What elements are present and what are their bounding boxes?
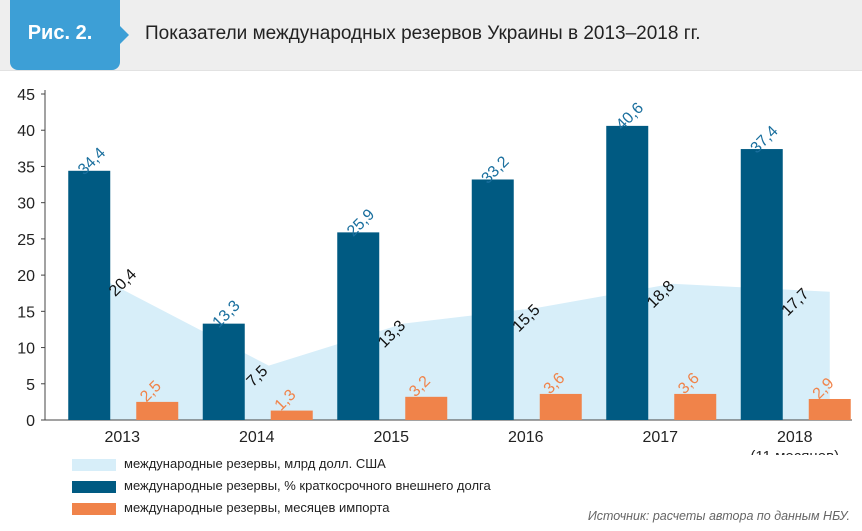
bar-reserves-import — [539, 393, 582, 420]
bar-reserves-debt — [606, 125, 649, 421]
bar-reserves-debt — [337, 232, 380, 420]
bar-reserves-debt — [740, 149, 783, 420]
y-tick-label: 0 — [26, 413, 35, 430]
y-tick-label: 25 — [17, 232, 35, 249]
source-note: Источник: расчеты автора по данным НБУ. — [587, 509, 850, 523]
area-series-reserves-usd — [89, 272, 830, 420]
x-tick-label: 2013 — [104, 429, 140, 446]
bar-reserves-debt — [471, 179, 514, 420]
y-tick-label: 35 — [17, 159, 35, 176]
legend-swatch-dark-bar — [72, 481, 116, 493]
legend-swatch-area — [72, 459, 116, 471]
figure-label: Рис. 2. — [27, 22, 93, 44]
y-tick-label: 45 — [17, 87, 35, 104]
y-tick-label: 30 — [17, 196, 35, 213]
y-tick-label: 10 — [17, 341, 35, 358]
reserves-chart: 05101520253035404534,42,520,4201313,31,3… — [17, 87, 852, 455]
legend-label: международные резервы, месяцев импорта — [124, 500, 390, 515]
y-tick-label: 40 — [17, 123, 35, 140]
bar-reserves-import — [808, 398, 851, 420]
x-tick-sublabel: (11 месяцев) — [750, 448, 839, 455]
bar-reserves-debt — [202, 323, 245, 420]
bar-reserves-import — [674, 393, 717, 420]
figure-label-badge: Рис. 2. — [10, 0, 129, 70]
y-tick-label: 15 — [17, 304, 35, 321]
x-tick-label: 2018 — [777, 429, 813, 446]
bar-reserves-import — [405, 396, 448, 420]
badge-arrow-icon — [119, 25, 129, 45]
x-tick-label: 2017 — [642, 429, 678, 446]
bar-reserves-import — [136, 401, 179, 420]
y-tick-label: 5 — [26, 377, 35, 394]
figure-title: Показатели международных резервов Украин… — [145, 23, 701, 44]
x-tick-label: 2015 — [373, 429, 409, 446]
figure-header: Рис. 2. Показатели международных резерво… — [0, 0, 862, 71]
bar-reserves-debt — [68, 170, 111, 420]
x-tick-label: 2014 — [239, 429, 275, 446]
bar-reserves-import — [270, 410, 313, 420]
legend-label: международные резервы, млрд долл. США — [124, 456, 386, 471]
legend-swatch-orange-bar — [72, 503, 116, 515]
x-tick-label: 2016 — [508, 429, 544, 446]
legend-label: международные резервы, % краткосрочного … — [124, 478, 491, 493]
y-tick-label: 20 — [17, 268, 35, 285]
